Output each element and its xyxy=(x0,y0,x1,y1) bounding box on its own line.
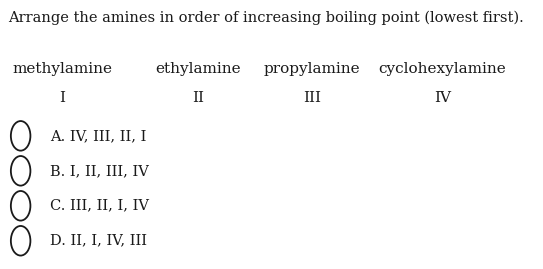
Text: B. I, II, III, IV: B. I, II, III, IV xyxy=(50,164,149,178)
Text: D. II, I, IV, III: D. II, I, IV, III xyxy=(50,234,147,248)
Text: I: I xyxy=(59,91,66,105)
Text: propylamine: propylamine xyxy=(264,62,361,76)
Text: ethylamine: ethylamine xyxy=(155,62,241,76)
Text: Arrange the amines in order of increasing boiling point (lowest first).: Arrange the amines in order of increasin… xyxy=(8,11,524,25)
Text: IV: IV xyxy=(434,91,451,105)
Text: A. IV, III, II, I: A. IV, III, II, I xyxy=(50,129,146,143)
Text: C. III, II, I, IV: C. III, II, I, IV xyxy=(50,199,149,213)
Text: cyclohexylamine: cyclohexylamine xyxy=(378,62,507,76)
Text: III: III xyxy=(303,91,321,105)
Text: II: II xyxy=(192,91,204,105)
Text: methylamine: methylamine xyxy=(12,62,112,76)
